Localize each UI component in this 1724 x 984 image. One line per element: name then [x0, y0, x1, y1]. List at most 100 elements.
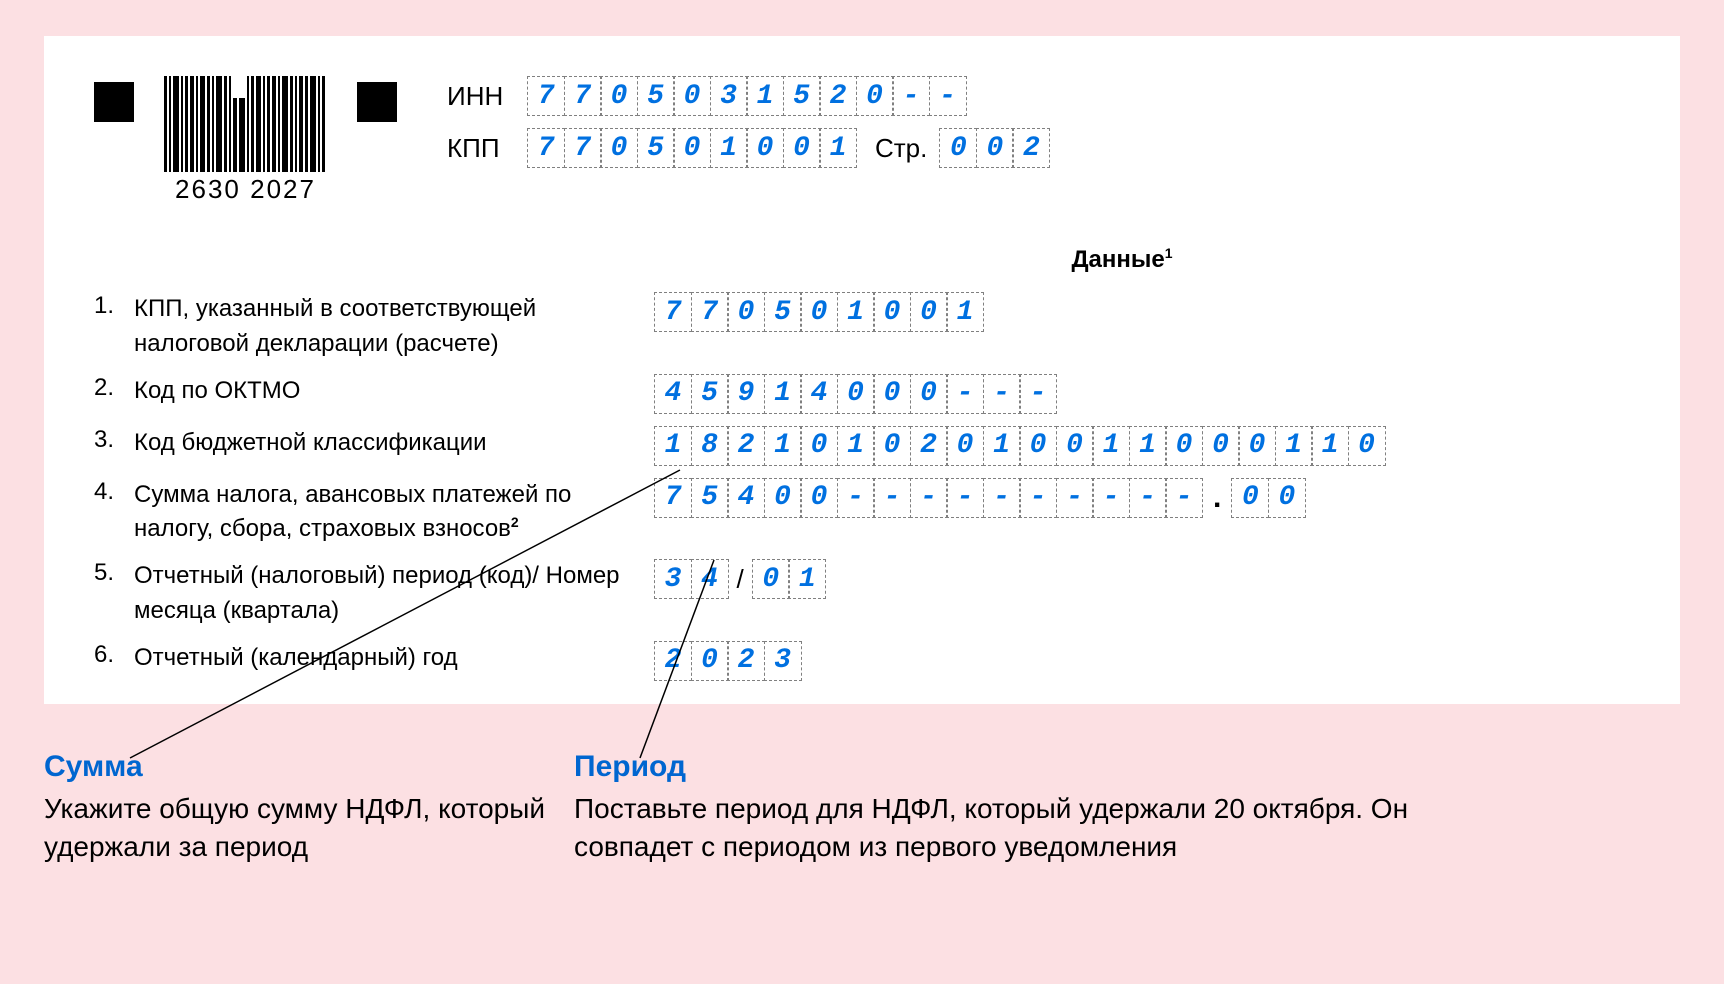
- row-label: Код бюджетной классификации: [134, 426, 654, 461]
- row-label: Сумма налога, авансовых платежей по нало…: [134, 478, 654, 548]
- cell: 0: [1202, 426, 1240, 466]
- cell: -: [929, 76, 967, 116]
- barcode-number: 2630 2027: [175, 174, 316, 205]
- cell: 0: [1238, 426, 1276, 466]
- cell: 8: [691, 426, 729, 466]
- cell: 0: [873, 426, 911, 466]
- data-row: 6.Отчетный (календарный) год2023: [94, 641, 1630, 681]
- header-row: 2630 2027 ИНН 7705031520-- КПП 770501001…: [94, 76, 1630, 205]
- callout-period: Период Поставьте период для НДФЛ, которы…: [574, 750, 1474, 866]
- cell: 0: [1165, 426, 1203, 466]
- row-number: 2.: [94, 374, 134, 402]
- inn-cells: 7705031520--: [527, 76, 967, 116]
- cell: 0: [600, 128, 638, 168]
- cell: 0: [783, 128, 821, 168]
- cell: 0: [800, 426, 838, 466]
- cell: -: [1056, 478, 1094, 518]
- row-cells: 34/01: [654, 559, 826, 599]
- cell: 4: [654, 374, 692, 414]
- cell: 5: [691, 374, 729, 414]
- cell: 0: [691, 641, 729, 681]
- cell: 1: [710, 128, 748, 168]
- str-label: Стр.: [875, 133, 927, 164]
- cell: 0: [1348, 426, 1386, 466]
- row-number: 6.: [94, 641, 134, 669]
- cell: 2: [727, 426, 765, 466]
- cell: 0: [939, 128, 977, 168]
- cell: 0: [764, 478, 802, 518]
- cell: 1: [837, 292, 875, 332]
- cell: 1: [788, 559, 826, 599]
- barcode: 2630 2027: [164, 76, 327, 205]
- cell: -: [1165, 478, 1203, 518]
- cell: 0: [1231, 478, 1269, 518]
- data-rows: 1.КПП, указанный в соответствующей налог…: [94, 292, 1630, 681]
- cell: 4: [691, 559, 729, 599]
- row-cells: 770501001: [654, 292, 984, 332]
- cell: 1: [764, 426, 802, 466]
- inn-label: ИНН: [447, 81, 527, 112]
- cell: 0: [673, 128, 711, 168]
- row-number: 4.: [94, 478, 134, 506]
- cell: 0: [600, 76, 638, 116]
- row-label: Отчетный (налоговый) период (код)/ Номер…: [134, 559, 654, 629]
- callout-period-text: Поставьте период для НДФЛ, который удерж…: [574, 790, 1474, 866]
- kpp-cells: 770501001: [527, 128, 857, 168]
- cell: 1: [946, 292, 984, 332]
- cell: -: [910, 478, 948, 518]
- cell: 1: [764, 374, 802, 414]
- cell: 1: [819, 128, 857, 168]
- row-label: КПП, указанный в соответствующей налогов…: [134, 292, 654, 362]
- cell: -: [1019, 374, 1057, 414]
- cell: 0: [1019, 426, 1057, 466]
- row-label: Код по ОКТМО: [134, 374, 654, 409]
- data-row: 2.Код по ОКТМО45914000---: [94, 374, 1630, 414]
- cell: 7: [564, 76, 602, 116]
- cell: 1: [654, 426, 692, 466]
- cell: 1: [983, 426, 1021, 466]
- cell: 0: [800, 292, 838, 332]
- data-row: 5.Отчетный (налоговый) период (код)/ Ном…: [94, 559, 1630, 629]
- str-cells: 002: [939, 128, 1050, 168]
- data-row: 1.КПП, указанный в соответствующей налог…: [94, 292, 1630, 362]
- cell: 7: [564, 128, 602, 168]
- callout-sum-text: Укажите общую сумму НДФЛ, который удержа…: [44, 790, 564, 866]
- cell: 4: [800, 374, 838, 414]
- cell: 5: [783, 76, 821, 116]
- header-fields: ИНН 7705031520-- КПП 770501001 Стр. 002: [447, 76, 1050, 180]
- cell: 1: [1311, 426, 1349, 466]
- row-cells: 18210102010011000110: [654, 426, 1386, 466]
- data-row: 3.Код бюджетной классификации18210102010…: [94, 426, 1630, 466]
- cell: 1: [746, 76, 784, 116]
- cell: 0: [910, 292, 948, 332]
- cell: 0: [837, 374, 875, 414]
- row-cells: 45914000---: [654, 374, 1057, 414]
- cell: 5: [691, 478, 729, 518]
- data-row: 4.Сумма налога, авансовых платежей по на…: [94, 478, 1630, 548]
- cell: 0: [856, 76, 894, 116]
- cell: -: [983, 374, 1021, 414]
- cell: 3: [710, 76, 748, 116]
- marker-square-left: [94, 82, 134, 122]
- inn-row: ИНН 7705031520--: [447, 76, 1050, 116]
- cell: -: [1092, 478, 1130, 518]
- row-number: 5.: [94, 559, 134, 587]
- kpp-label: КПП: [447, 133, 527, 164]
- cell: 0: [910, 374, 948, 414]
- row-cells: 2023: [654, 641, 802, 681]
- cell: 0: [752, 559, 790, 599]
- cell: 0: [873, 374, 911, 414]
- cell: 2: [727, 641, 765, 681]
- callout-period-title: Период: [574, 750, 1474, 784]
- cell: 1: [1092, 426, 1130, 466]
- row-number: 1.: [94, 292, 134, 320]
- cell: 1: [1129, 426, 1167, 466]
- cell: 7: [527, 128, 565, 168]
- cell: 0: [976, 128, 1014, 168]
- cell: 0: [1268, 478, 1306, 518]
- cell: 5: [764, 292, 802, 332]
- cell: 2: [819, 76, 857, 116]
- period-separator: /: [737, 564, 744, 595]
- callouts: Сумма Укажите общую сумму НДФЛ, который …: [44, 750, 1680, 866]
- form-panel: 2630 2027 ИНН 7705031520-- КПП 770501001…: [44, 36, 1680, 704]
